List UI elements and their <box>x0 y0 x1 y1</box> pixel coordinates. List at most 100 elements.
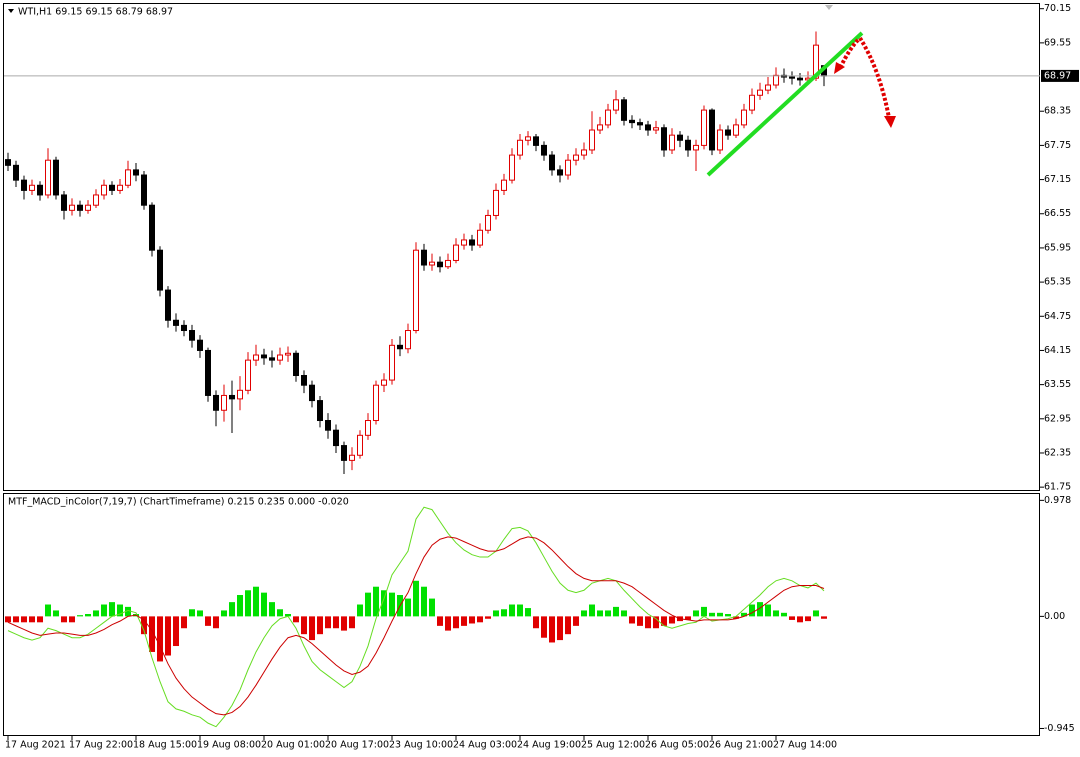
candle-body <box>309 384 315 402</box>
histogram-bar <box>621 610 627 617</box>
candle-body <box>389 344 395 381</box>
histogram-bar <box>669 616 675 624</box>
histogram-bar <box>173 616 179 647</box>
histogram-bar <box>573 616 579 626</box>
candle-body <box>669 134 675 151</box>
histogram-bar <box>709 612 715 617</box>
candle-body <box>61 194 67 211</box>
candle-body <box>693 144 699 151</box>
candle-body <box>157 249 163 291</box>
histogram-bar <box>605 610 611 617</box>
histogram-bar <box>93 610 99 617</box>
candle-body <box>485 214 491 231</box>
histogram-bar <box>549 616 555 643</box>
candle-body <box>733 124 739 136</box>
x-tick-label: 18 Aug 15:00 <box>133 740 197 751</box>
histogram-bar <box>741 612 747 617</box>
candle-body <box>437 261 443 268</box>
candle-body <box>229 394 235 400</box>
histogram-bar <box>285 614 291 617</box>
x-tick-label: 23 Aug 10:00 <box>389 740 453 751</box>
histogram-bar <box>725 614 731 617</box>
histogram-bar <box>37 616 43 623</box>
x-tick-label: 27 Aug 14:00 <box>773 740 837 751</box>
candle-body <box>533 136 539 146</box>
candle-body <box>501 179 507 191</box>
candle-body <box>493 189 499 216</box>
histogram-bar <box>213 616 219 629</box>
candle-body <box>5 159 11 166</box>
histogram-bar <box>429 598 435 617</box>
x-tick-label: 17 Aug 22:00 <box>69 740 133 751</box>
candle-body <box>21 179 27 191</box>
candle-body <box>349 454 355 461</box>
candle-body <box>189 330 195 341</box>
x-tick-label: 24 Aug 19:00 <box>517 740 581 751</box>
histogram-bar <box>13 616 19 623</box>
histogram-bar <box>565 616 571 635</box>
candle-body <box>653 127 659 131</box>
histogram-bar <box>613 606 619 617</box>
histogram-bar <box>261 592 267 617</box>
histogram-bar <box>701 606 707 617</box>
histogram-bar <box>141 616 147 635</box>
histogram-bar <box>301 616 307 635</box>
histogram-bar <box>357 604 363 617</box>
histogram-bar <box>317 616 323 635</box>
histogram-bar <box>589 604 595 617</box>
candle-body <box>237 389 243 400</box>
histogram-bar <box>69 616 75 623</box>
histogram-bar <box>349 616 355 629</box>
candle-body <box>285 352 291 356</box>
candle-body <box>445 259 451 268</box>
histogram-bar <box>477 616 483 623</box>
candle-body <box>565 159 571 176</box>
candle-body <box>613 99 619 111</box>
histogram-bar <box>541 616 547 638</box>
candle-body <box>277 354 283 361</box>
candle-body <box>461 239 467 246</box>
candle-body <box>573 154 579 161</box>
last-price-label: 68.97 <box>1044 70 1071 81</box>
candle-body <box>213 394 219 411</box>
candle-body <box>293 352 299 377</box>
histogram-bar <box>445 616 451 631</box>
histogram-bar <box>437 616 443 626</box>
candle-body <box>629 119 635 124</box>
y-tick-label: 63.55 <box>1044 379 1071 390</box>
candle-body <box>69 204 75 211</box>
histogram-bar <box>597 610 603 617</box>
candle-body <box>245 359 251 391</box>
candle-body <box>341 445 347 461</box>
histogram-bar <box>85 614 91 617</box>
x-tick-label: 26 Aug 21:00 <box>709 740 773 751</box>
histogram-bar <box>5 616 11 623</box>
y-tick-label: 62.95 <box>1044 413 1071 424</box>
candle-body <box>29 184 35 191</box>
menu-triangle[interactable] <box>8 9 14 13</box>
candle-body <box>517 139 523 156</box>
candle-body <box>525 136 531 141</box>
histogram-bar <box>773 610 779 617</box>
candle-body <box>141 174 147 206</box>
histogram-bar <box>309 616 315 641</box>
histogram-bar <box>781 612 787 617</box>
histogram-bar <box>189 609 195 617</box>
histogram-bar <box>293 616 299 623</box>
indicator-header: MTF_MACD_inColor(7,19,7) (ChartTimeframe… <box>8 497 349 508</box>
candle-body <box>429 261 435 266</box>
histogram-bar <box>333 616 339 629</box>
histogram-bar <box>245 590 251 617</box>
y-tick-label: 67.75 <box>1044 140 1071 151</box>
histogram-bar <box>205 616 211 626</box>
candle-body <box>13 164 19 181</box>
histogram-bar <box>325 616 331 629</box>
histogram-bar <box>821 616 827 619</box>
candle-body <box>333 429 339 447</box>
candle-body <box>557 169 563 176</box>
candle-body <box>301 375 307 386</box>
histogram-bar <box>413 580 419 617</box>
y-tick-label: 64.75 <box>1044 311 1071 322</box>
